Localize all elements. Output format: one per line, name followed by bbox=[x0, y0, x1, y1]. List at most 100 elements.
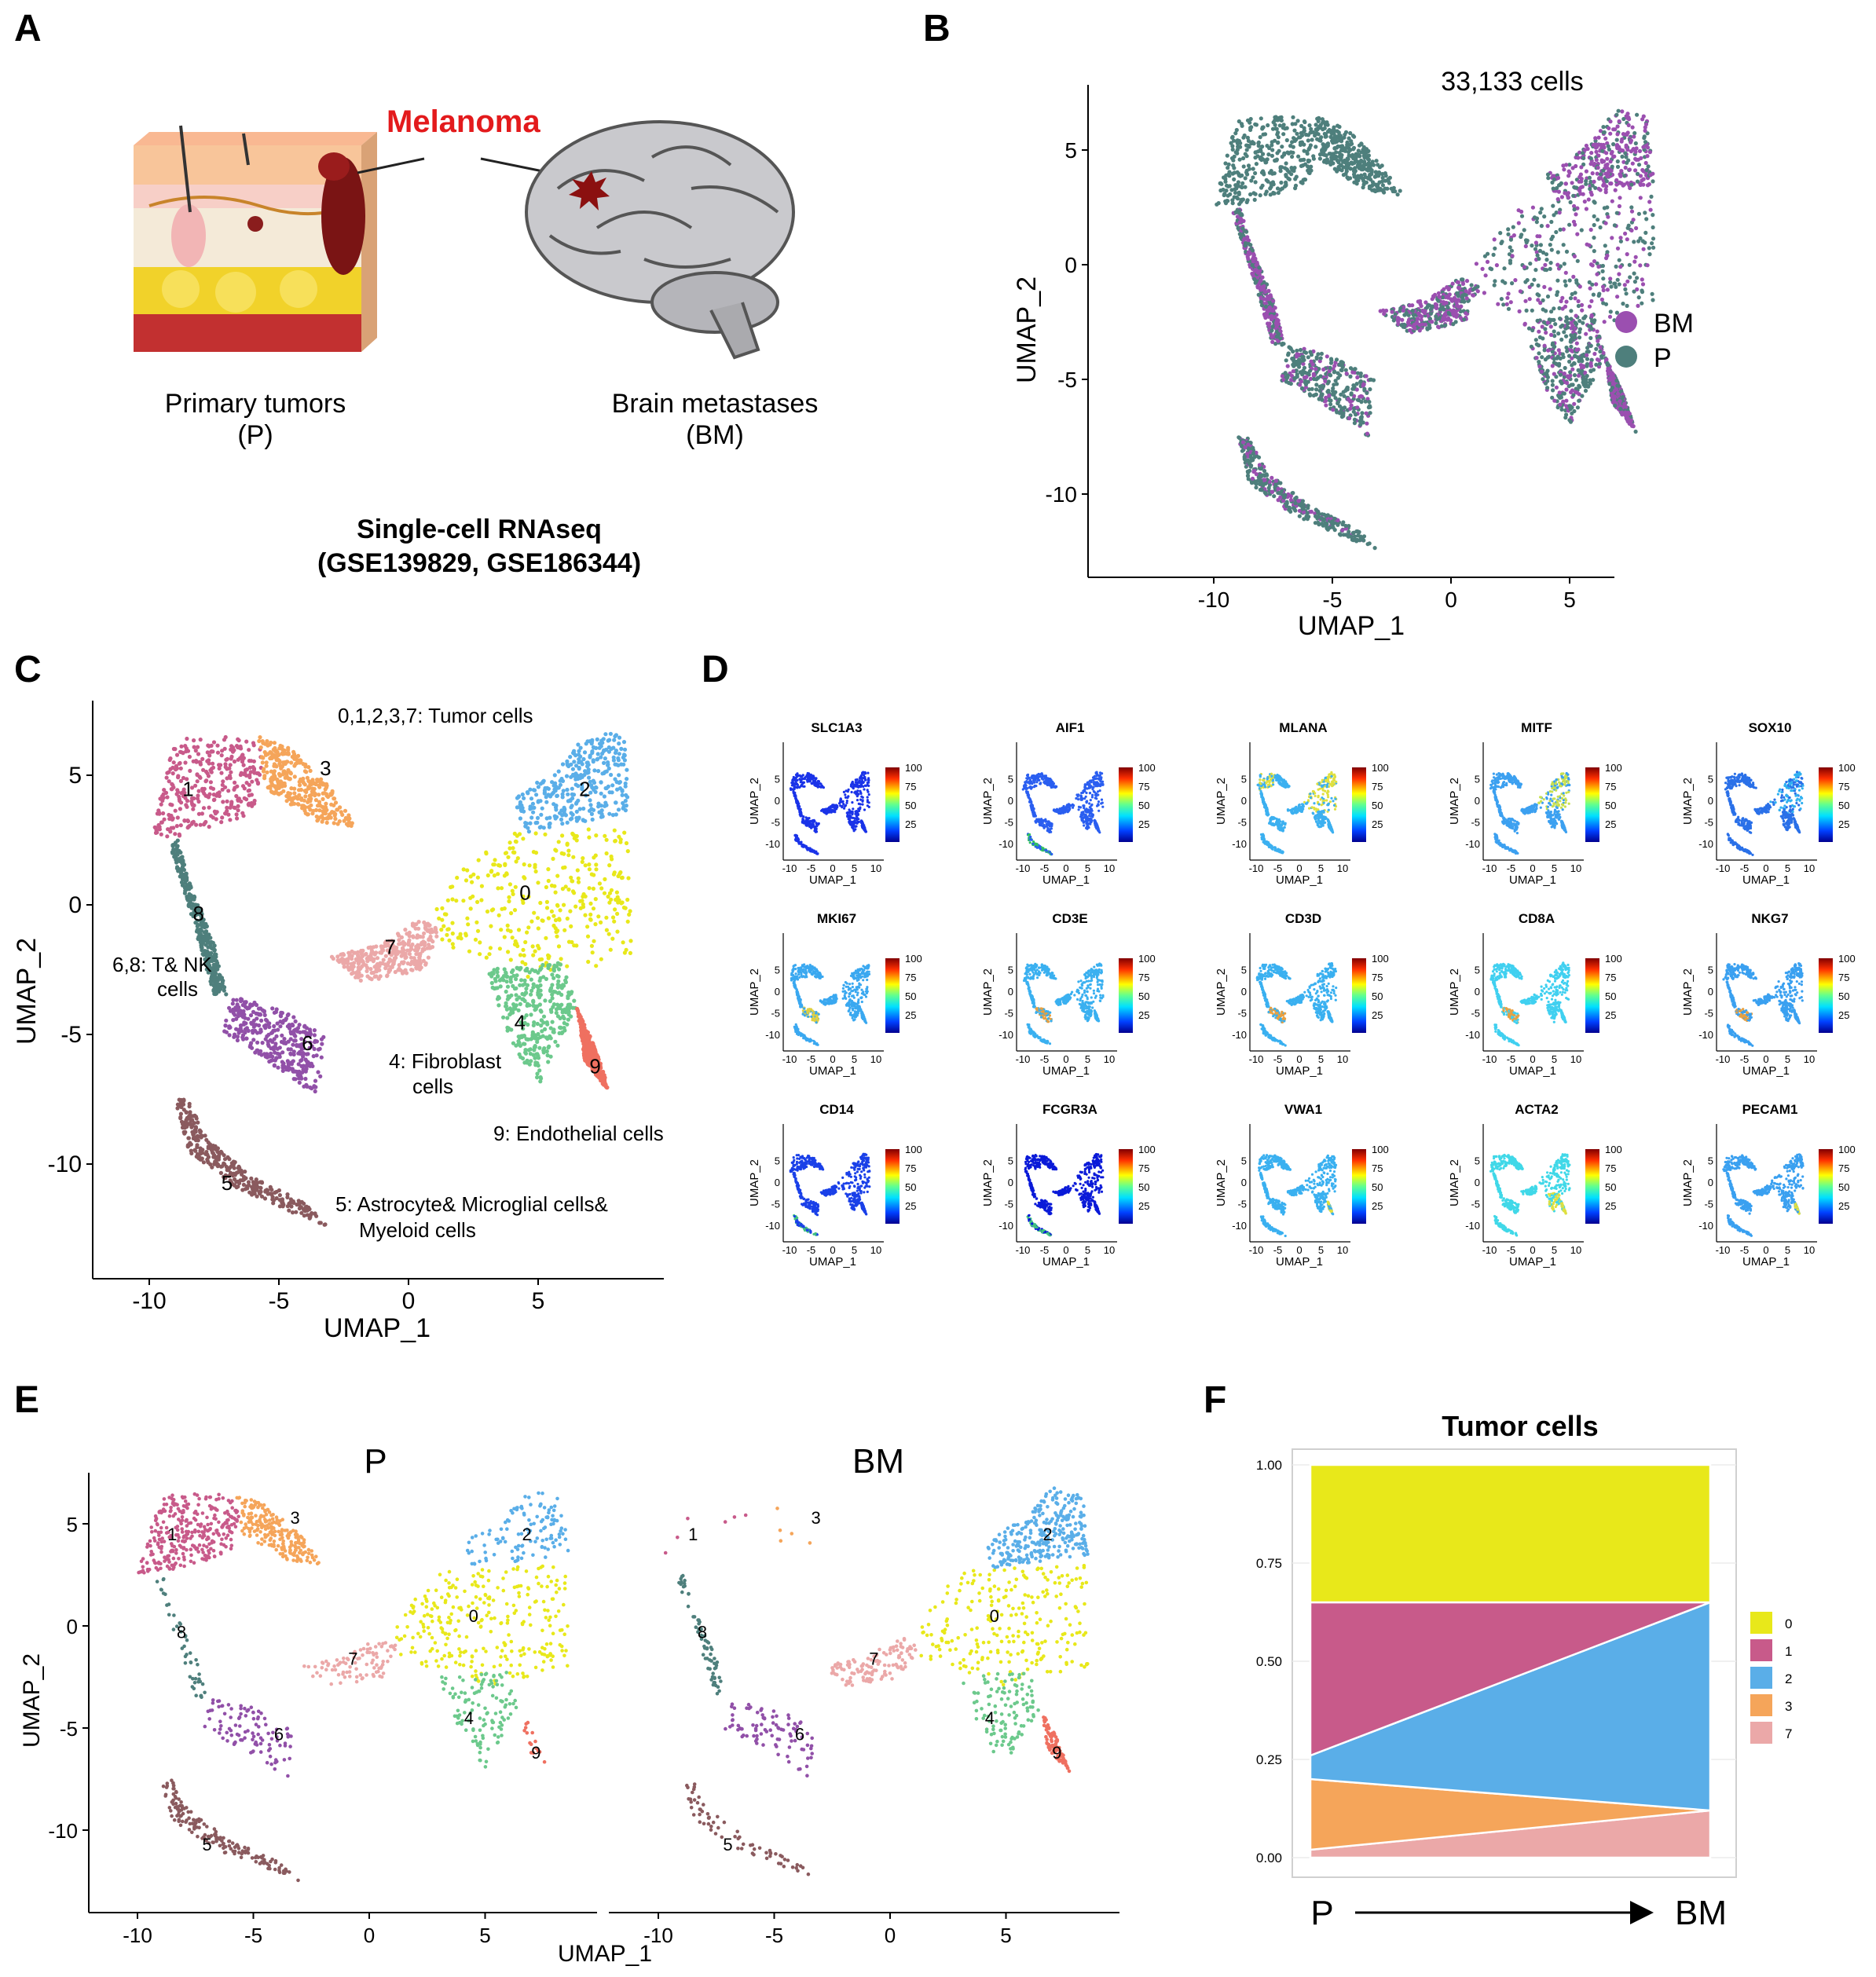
cell-point bbox=[1270, 140, 1274, 145]
cell-point bbox=[576, 742, 581, 747]
cell-point bbox=[1573, 296, 1577, 301]
cell-point bbox=[1548, 243, 1552, 247]
cell-point bbox=[1430, 320, 1434, 324]
cell-point bbox=[1615, 246, 1621, 251]
cell-point bbox=[232, 787, 236, 792]
cell-point bbox=[466, 922, 471, 927]
cell-point bbox=[1319, 392, 1324, 397]
cell-point bbox=[1595, 145, 1599, 149]
cell-point bbox=[321, 816, 326, 821]
cell-point bbox=[1230, 201, 1235, 206]
cell-point bbox=[165, 795, 170, 800]
cell-point bbox=[1625, 414, 1629, 419]
cell-point bbox=[247, 793, 251, 798]
cell-point bbox=[1593, 185, 1598, 190]
cell-point bbox=[1337, 167, 1342, 172]
cell-point bbox=[192, 745, 196, 749]
cell-point bbox=[1443, 323, 1448, 328]
cell-point bbox=[1224, 173, 1229, 178]
cell-point bbox=[286, 748, 291, 752]
cell-point bbox=[220, 815, 225, 820]
cell-point bbox=[1431, 295, 1436, 299]
cell-point bbox=[203, 821, 207, 826]
cell-point bbox=[496, 862, 501, 868]
cell-point bbox=[329, 811, 334, 815]
cell-point bbox=[558, 811, 562, 815]
cell-point bbox=[496, 886, 500, 891]
cell-point bbox=[549, 1009, 554, 1014]
cell-point bbox=[1550, 395, 1555, 400]
cell-point bbox=[544, 899, 550, 904]
cell-point bbox=[565, 763, 570, 767]
cell-point bbox=[1271, 298, 1276, 303]
cell-point bbox=[1543, 262, 1548, 267]
cell-point bbox=[1635, 171, 1640, 176]
cell-point bbox=[196, 752, 201, 756]
cell-point bbox=[1601, 350, 1606, 355]
cell-point bbox=[1617, 145, 1621, 149]
cell-point bbox=[1607, 372, 1612, 376]
cell-point bbox=[546, 956, 551, 961]
cell-point bbox=[280, 783, 284, 789]
cell-point bbox=[1440, 305, 1445, 309]
cell-point bbox=[502, 967, 507, 972]
cell-point bbox=[1285, 364, 1290, 368]
cell-point bbox=[513, 884, 518, 889]
cell-point bbox=[1632, 134, 1636, 139]
cell-point bbox=[198, 775, 203, 780]
cell-point bbox=[197, 760, 202, 764]
cell-point bbox=[1395, 316, 1400, 320]
cell-point bbox=[522, 875, 526, 880]
cell-point bbox=[1506, 227, 1511, 232]
cell-point bbox=[1329, 130, 1334, 135]
cell-point bbox=[1259, 474, 1264, 479]
cell-point bbox=[1546, 176, 1551, 181]
cell-point bbox=[1586, 324, 1592, 328]
cell-point bbox=[1609, 284, 1614, 289]
cell-point bbox=[247, 748, 251, 752]
cell-point bbox=[285, 752, 290, 756]
cell-point bbox=[551, 913, 556, 918]
cell-point bbox=[1550, 180, 1555, 185]
cell-point bbox=[617, 834, 621, 839]
cell-point bbox=[555, 934, 559, 939]
cell-point bbox=[1314, 392, 1318, 397]
cell-point bbox=[1595, 357, 1600, 362]
cell-point bbox=[1311, 154, 1316, 159]
cell-point bbox=[1620, 137, 1625, 141]
cell-point bbox=[1348, 366, 1354, 371]
cell-point bbox=[1566, 174, 1571, 178]
cell-point bbox=[168, 767, 173, 771]
cell-count: 33,133 cells bbox=[1441, 67, 1583, 97]
cell-point bbox=[1617, 272, 1621, 276]
cell-point bbox=[1596, 153, 1601, 158]
cell-point bbox=[1571, 274, 1576, 279]
cell-point bbox=[1288, 378, 1294, 383]
cell-point bbox=[321, 796, 325, 802]
cell-point bbox=[558, 782, 563, 787]
cell-point bbox=[1255, 260, 1259, 265]
cell-point bbox=[496, 1003, 501, 1008]
cell-point bbox=[620, 788, 625, 793]
cell-point bbox=[1556, 363, 1562, 368]
cell-point bbox=[573, 753, 578, 758]
cell-point bbox=[1482, 291, 1486, 295]
cell-point bbox=[1347, 416, 1352, 421]
cell-point bbox=[485, 873, 490, 878]
cell-point bbox=[554, 848, 559, 853]
cell-point bbox=[272, 763, 277, 768]
cell-point bbox=[562, 902, 566, 907]
cell-point bbox=[1382, 311, 1387, 317]
cell-point bbox=[1480, 266, 1485, 271]
cell-point bbox=[1302, 517, 1306, 522]
cell-point bbox=[1586, 197, 1591, 202]
cell-point bbox=[289, 760, 294, 765]
cell-point bbox=[1412, 322, 1416, 327]
cell-point bbox=[1339, 157, 1343, 162]
cell-point bbox=[515, 997, 519, 1001]
cell-point bbox=[1462, 317, 1467, 322]
cell-point bbox=[1276, 190, 1281, 196]
cell-point bbox=[520, 960, 525, 965]
cell-point bbox=[1571, 193, 1576, 198]
cell-point bbox=[1505, 295, 1510, 300]
